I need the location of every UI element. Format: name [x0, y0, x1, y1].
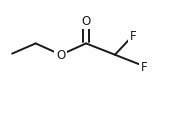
Text: O: O — [81, 15, 91, 28]
Text: F: F — [140, 60, 147, 73]
Text: F: F — [130, 30, 136, 43]
Text: O: O — [56, 49, 66, 62]
